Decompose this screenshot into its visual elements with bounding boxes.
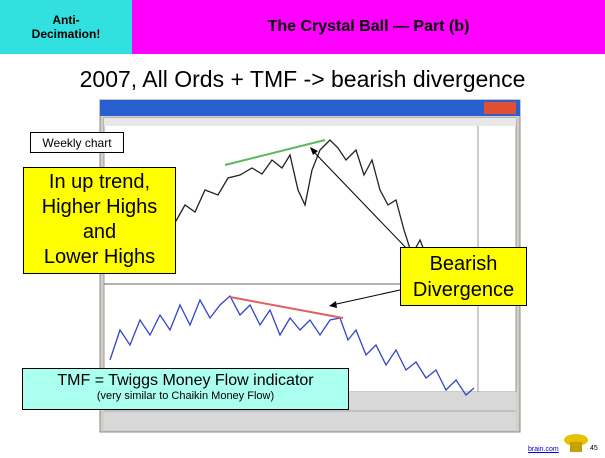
divergence-line: Bearish	[401, 251, 526, 277]
tmf-label: TMF = Twiggs Money Flow indicator	[23, 372, 348, 390]
divergence-box: Bearish Divergence	[400, 247, 527, 306]
slide: Anti-Decimation! The Crystal Ball — Part…	[0, 0, 605, 458]
weekly-label: Weekly chart	[30, 132, 124, 153]
trend-line: and	[24, 220, 175, 245]
trend-line: Lower Highs	[24, 245, 175, 270]
trend-line: In up trend,	[24, 170, 175, 195]
tmf-note: (very similar to Chaikin Money Flow)	[23, 390, 348, 402]
divergence-line: Divergence	[401, 277, 526, 303]
trend-box: In up trend, Higher Highs and Lower High…	[23, 167, 176, 274]
page-number: 45	[590, 445, 598, 452]
footer-link[interactable]: brain.com	[528, 446, 559, 453]
tmf-box: TMF = Twiggs Money Flow indicator (very …	[22, 368, 349, 410]
trend-line: Higher Highs	[24, 195, 175, 220]
